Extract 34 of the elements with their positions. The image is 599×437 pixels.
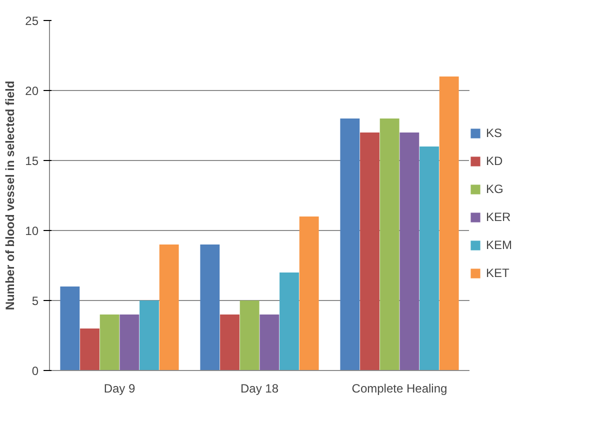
bar	[280, 272, 299, 370]
bar	[220, 314, 240, 370]
bar	[439, 76, 459, 370]
bar	[200, 244, 220, 370]
bar	[340, 118, 360, 370]
legend-label: KET	[486, 266, 510, 280]
x-tick-label: Day 9	[104, 382, 136, 396]
legend-label: KEM	[486, 238, 512, 252]
y-tick-label: 15	[25, 154, 39, 168]
bar	[299, 216, 319, 370]
y-tick-label: 25	[25, 14, 39, 28]
y-tick-label: 5	[32, 294, 39, 308]
bar	[159, 244, 179, 370]
bar	[120, 314, 140, 370]
bar	[360, 132, 380, 370]
x-tick-label: Complete Healing	[352, 382, 448, 396]
y-tick-label: 10	[25, 224, 39, 238]
bar	[100, 314, 120, 370]
x-tick-label: Day 18	[240, 382, 279, 396]
bar	[380, 118, 400, 370]
y-tick-label: 20	[25, 84, 39, 98]
bar	[240, 300, 260, 370]
y-tick-label: 0	[32, 364, 39, 378]
y-axis-title: Number of blood vessel in selected field	[3, 80, 18, 310]
legend-label: KD	[486, 154, 504, 168]
bar	[60, 286, 80, 370]
legend-label: KER	[486, 210, 511, 224]
bar	[260, 314, 280, 370]
bar	[400, 132, 420, 370]
legend-label: KG	[486, 182, 504, 196]
bar	[80, 328, 100, 370]
legend-label: KS	[486, 126, 504, 140]
bar	[420, 146, 439, 370]
bar	[140, 300, 159, 370]
